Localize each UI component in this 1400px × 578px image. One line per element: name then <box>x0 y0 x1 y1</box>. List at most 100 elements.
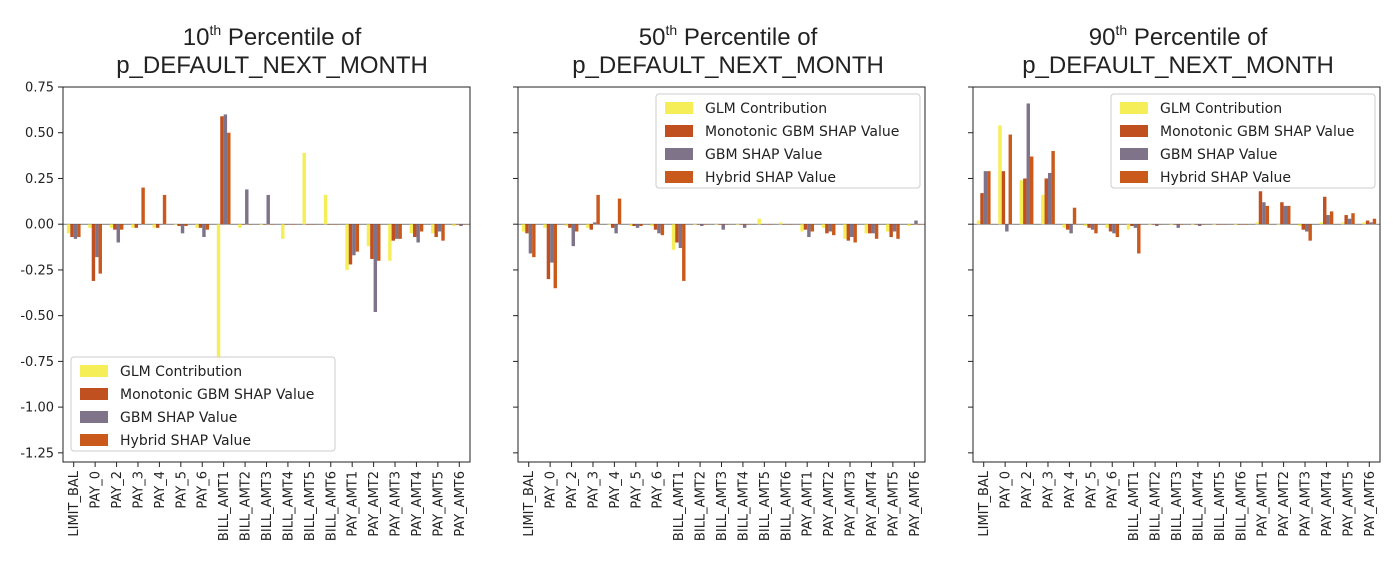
bar-monotonic-gbm-shap-value-bill_amt1 <box>220 116 224 225</box>
x-tick-label: PAY_4 <box>608 471 623 509</box>
bar-hybrid-shap-value-pay_3 <box>596 194 600 225</box>
bar-gbm-shap-value-pay_4 <box>1069 224 1073 234</box>
legend-swatch <box>1120 171 1148 183</box>
bar-monotonic-gbm-shap-value-pay_2 <box>568 224 572 228</box>
bar-gbm-shap-value-pay_amt6 <box>459 224 463 227</box>
chart-title-line1: 50th Percentile of <box>639 22 818 51</box>
y-tick-label: -1.25 <box>20 446 54 461</box>
bar-hybrid-shap-value-pay_0 <box>1008 134 1012 225</box>
bar-gbm-shap-value-pay_2 <box>571 224 575 247</box>
x-tick-label: BILL_AMT4 <box>281 471 296 541</box>
bar-gbm-shap-value-bill_amt1 <box>223 114 228 225</box>
bar-monotonic-gbm-shap-value-pay_0 <box>546 224 551 280</box>
bar-glm-contribution-pay_amt1 <box>800 224 804 232</box>
x-tick-label: BILL_AMT2 <box>1149 471 1164 541</box>
x-tick-label: BILL_AMT6 <box>324 471 339 541</box>
bar-glm-contribution-pay_2 <box>564 224 569 227</box>
bar-gbm-shap-value-pay_0 <box>95 224 99 258</box>
bar-monotonic-gbm-shap-value-bill_amt2 <box>1151 224 1156 225</box>
legend: GLM Contribution Monotonic GBM SHAP Value… <box>70 356 336 452</box>
x-tick-label: BILL_AMT5 <box>303 471 318 541</box>
bar-gbm-shap-value-pay_amt2 <box>1283 205 1288 225</box>
bar-hybrid-shap-value-bill_amt1 <box>227 132 231 225</box>
bar-monotonic-gbm-shap-value-pay_3 <box>589 224 593 230</box>
y-tick-label: -1.00 <box>20 401 54 416</box>
x-tick-label: LIMIT_BAL <box>67 470 82 536</box>
legend-swatch <box>665 171 693 183</box>
bar-glm-contribution-pay_amt4 <box>864 224 869 234</box>
bar-hybrid-shap-value-pay_2 <box>119 224 124 230</box>
x-tick-label: BILL_AMT3 <box>260 471 275 541</box>
bar-gbm-shap-value-pay_amt6 <box>914 220 918 225</box>
bar-hybrid-shap-value-bill_amt6 <box>789 224 793 225</box>
bar-hybrid-shap-value-bill_amt2 <box>248 224 252 225</box>
bar-gbm-shap-value-bill_amt3 <box>721 224 725 230</box>
legend-swatch <box>80 411 108 423</box>
bar-hybrid-shap-value-bill_amt1 <box>682 224 686 281</box>
bar-gbm-shap-value-bill_amt4 <box>1197 224 1202 227</box>
bar-gbm-shap-value-pay_amt1 <box>807 224 811 237</box>
bar-glm-contribution-pay_3 <box>1041 194 1045 225</box>
bar-gbm-shap-value-pay_2 <box>1026 103 1030 225</box>
bar-glm-contribution-pay_5 <box>1083 224 1088 227</box>
bar-hybrid-shap-value-bill_amt6 <box>334 224 338 225</box>
chart-panel-3: 90th Percentile ofp_DEFAULT_NEXT_MONTH LI… <box>968 22 1381 541</box>
bar-glm-contribution-pay_amt6 <box>452 224 456 227</box>
legend-label: GLM Contribution <box>1160 101 1282 117</box>
legend-label: Hybrid SHAP Value <box>120 433 251 449</box>
bar-monotonic-gbm-shap-value-limit_bal <box>70 224 74 237</box>
x-tick-label: PAY_AMT1 <box>346 471 361 537</box>
bar-glm-contribution-pay_0 <box>998 125 1002 225</box>
bar-hybrid-shap-value-limit_bal <box>77 224 81 237</box>
bar-hybrid-shap-value-pay_3 <box>141 187 145 225</box>
bar-glm-contribution-pay_0 <box>543 224 547 228</box>
bar-gbm-shap-value-pay_amt6 <box>1369 222 1373 225</box>
bar-glm-contribution-pay_2 <box>109 224 114 228</box>
bar-gbm-shap-value-pay_5 <box>635 224 640 228</box>
y-tick-label: 0.50 <box>25 126 54 141</box>
bar-hybrid-shap-value-pay_6 <box>205 224 210 230</box>
bar-monotonic-gbm-shap-value-pay_amt1 <box>1258 191 1263 225</box>
legend: GLM Contribution Monotonic GBM SHAP Value… <box>1110 93 1376 189</box>
x-tick-label: PAY_0 <box>544 471 559 509</box>
bar-gbm-shap-value-pay_2 <box>116 224 120 243</box>
bar-gbm-shap-value-bill_amt4 <box>742 224 747 228</box>
bar-glm-contribution-bill_amt2 <box>1148 224 1152 225</box>
bar-hybrid-shap-value-pay_4 <box>617 198 622 225</box>
bar-hybrid-shap-value-bill_amt5 <box>1222 224 1227 225</box>
bar-gbm-shap-value-pay_4 <box>614 224 618 234</box>
bar-gbm-shap-value-pay_3 <box>592 222 597 225</box>
bar-hybrid-shap-value-pay_amt5 <box>441 224 445 241</box>
bar-hybrid-shap-value-pay_3 <box>1051 151 1055 225</box>
bar-glm-contribution-bill_amt2 <box>238 224 242 228</box>
bar-gbm-shap-value-bill_amt3 <box>1176 224 1180 228</box>
x-tick-label: BILL_AMT4 <box>736 471 751 541</box>
bar-monotonic-gbm-shap-value-pay_amt5 <box>1344 215 1348 225</box>
x-tick-label: PAY_3 <box>1041 471 1056 509</box>
x-tick-label: PAY_AMT3 <box>1299 471 1314 537</box>
bar-glm-contribution-pay_6 <box>1105 224 1109 228</box>
bar-hybrid-shap-value-pay_4 <box>1072 207 1077 225</box>
bar-monotonic-gbm-shap-value-bill_amt2 <box>696 224 701 225</box>
bar-monotonic-gbm-shap-value-bill_amt4 <box>284 224 288 225</box>
bar-gbm-shap-value-bill_amt3 <box>266 194 270 225</box>
bar-glm-contribution-pay_amt4 <box>1319 222 1324 225</box>
bar-hybrid-shap-value-bill_amt3 <box>724 224 729 225</box>
bar-glm-contribution-pay_3 <box>131 224 135 228</box>
y-tick-label: -0.25 <box>20 263 54 278</box>
legend-swatch <box>80 388 108 400</box>
x-tick-label: BILL_AMT1 <box>672 471 687 541</box>
bar-hybrid-shap-value-pay_0 <box>553 224 557 289</box>
x-tick-label: BILL_AMT2 <box>239 471 254 541</box>
x-tick-label: BILL_AMT6 <box>1234 471 1249 541</box>
legend-swatch <box>665 125 693 137</box>
legend: GLM Contribution Monotonic GBM SHAP Value… <box>655 93 921 189</box>
bar-gbm-shap-value-bill_amt2 <box>700 224 704 227</box>
bar-monotonic-gbm-shap-value-pay_4 <box>155 224 160 228</box>
legend-label: Monotonic GBM SHAP Value <box>1160 124 1354 140</box>
chart-title-line1: 10th Percentile of <box>183 22 362 51</box>
bar-glm-contribution-bill_amt3 <box>259 224 264 225</box>
x-tick-label: PAY_0 <box>89 471 104 509</box>
y-tick-label: 0.25 <box>25 172 54 187</box>
bar-hybrid-shap-value-bill_amt5 <box>312 224 317 225</box>
